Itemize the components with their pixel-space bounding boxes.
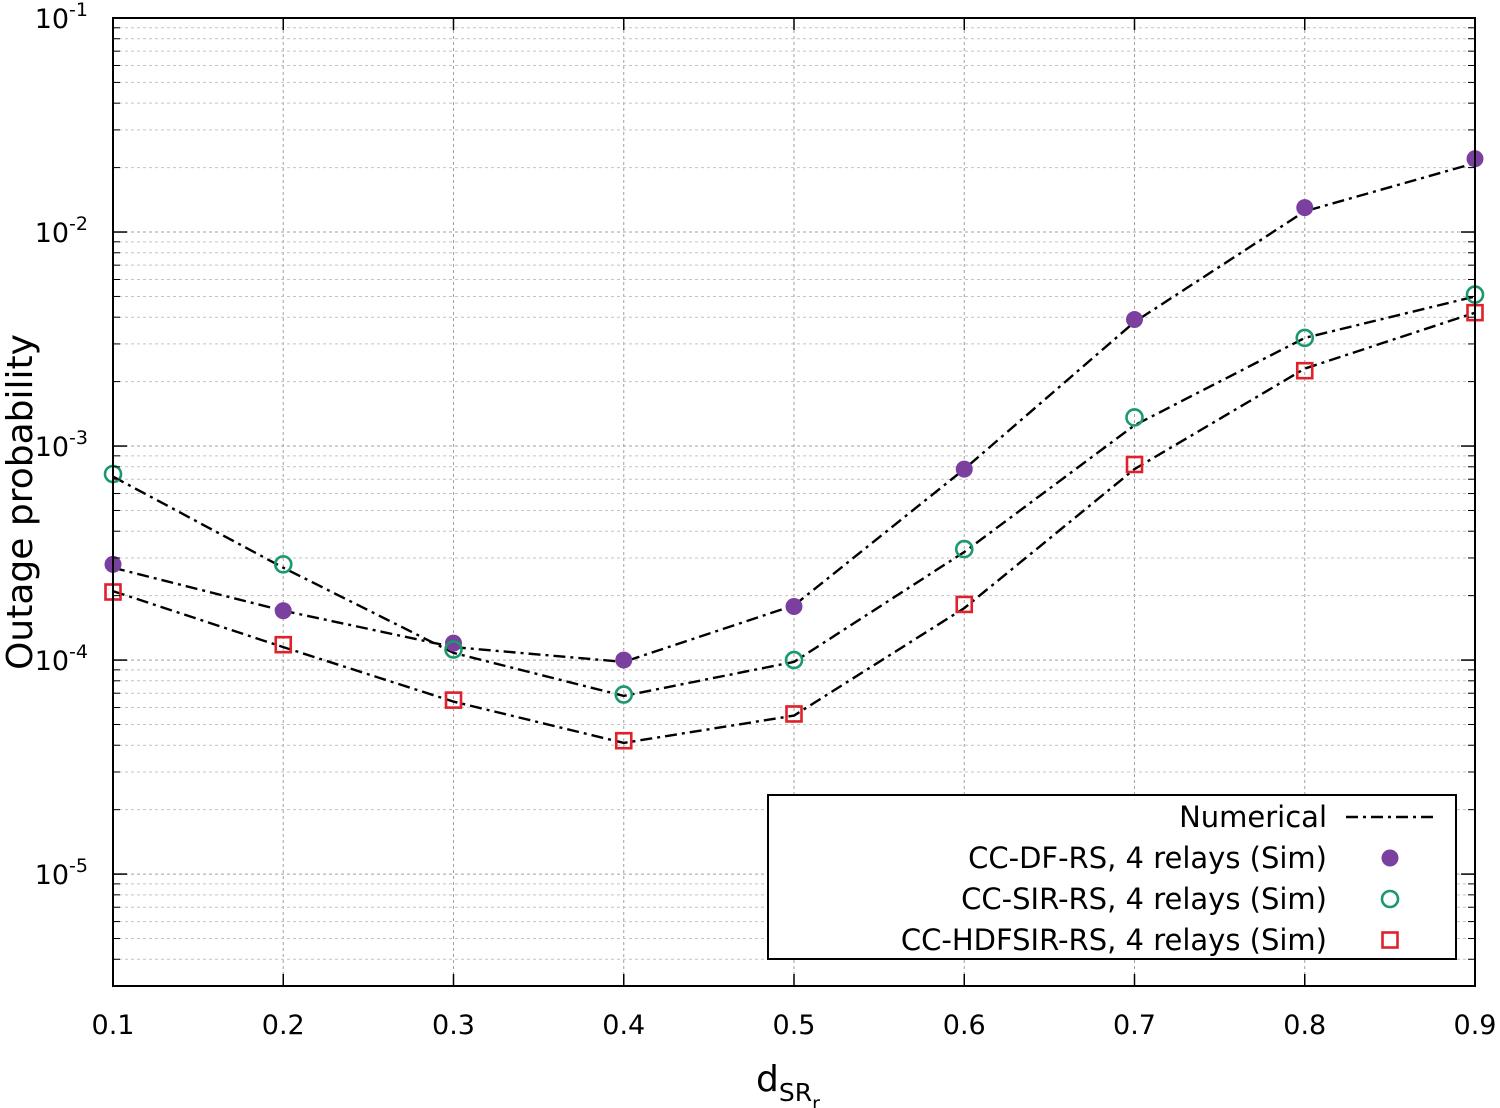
simulation-markers xyxy=(103,150,1485,750)
marker-series-1-point-7 xyxy=(1126,311,1143,329)
marker-series-2-point-2 xyxy=(273,555,293,574)
marker-series-3-point-2 xyxy=(274,635,293,654)
y-tick-label-exponent: -2 xyxy=(69,213,88,235)
marker-series-3-point-4 xyxy=(614,731,633,750)
y-tick-label-exponent: -5 xyxy=(69,855,88,877)
y-tick-label--1: 10-1 xyxy=(35,0,88,35)
marker-series-3-point-3 xyxy=(444,691,463,709)
legend-label-4: CC-HDFSIR-RS, 4 relays (Sim) xyxy=(901,923,1327,957)
y-tick-label-base: 10 xyxy=(35,646,69,677)
x-tick-label-0.3: 0.3 xyxy=(432,1010,475,1041)
numerical-curve-2 xyxy=(112,295,1476,698)
numerical-curves xyxy=(112,161,1476,745)
marker-series-1-point-3 xyxy=(445,634,462,652)
legend-label-3: CC-SIR-RS, 4 relays (Sim) xyxy=(961,882,1327,916)
marker-series-2-point-3 xyxy=(444,640,463,659)
y-tick-label--2: 10-2 xyxy=(35,213,88,249)
x-axis-title: dSRr xyxy=(756,1059,820,1108)
y-tick-label-base: 10 xyxy=(35,432,69,463)
y-tick-label-exponent: -4 xyxy=(69,641,88,663)
legend-sample-marker-3 xyxy=(1380,889,1400,909)
x-axis-title-sub: SR xyxy=(779,1078,812,1107)
marker-series-3-point-7 xyxy=(1125,455,1144,474)
x-tick-label-0.8: 0.8 xyxy=(1283,1010,1326,1041)
x-tick-label-0.5: 0.5 xyxy=(773,1010,816,1041)
x-tick-label-0.2: 0.2 xyxy=(262,1010,305,1041)
marker-series-2-point-4 xyxy=(614,685,634,704)
y-tick-label-exponent: -3 xyxy=(69,427,88,449)
y-tick-label--5: 10-5 xyxy=(35,855,88,891)
y-tick-label-base: 10 xyxy=(35,4,69,35)
numerical-curve-3 xyxy=(112,311,1476,745)
y-tick-label--4: 10-4 xyxy=(35,641,88,677)
marker-series-1-point-4 xyxy=(615,651,633,669)
marker-series-2-point-5 xyxy=(784,650,804,670)
y-tick-label--3: 10-3 xyxy=(35,427,88,463)
x-tick-label-0.1: 0.1 xyxy=(92,1010,135,1041)
axis-ticks: 0.1 0.2 0.3 0.4 0.5 0.6 0.7 0.8 0.910-110-210-31… xyxy=(35,0,1497,1041)
marker-series-2-point-8 xyxy=(1295,328,1315,348)
marker-series-2-point-7 xyxy=(1125,408,1144,427)
x-tick-label-0.6: 0.6 xyxy=(943,1010,986,1041)
legend-sample-marker-4 xyxy=(1381,931,1399,949)
legend: Numerical CC-DF-RS, 4 relays (Sim) CC-SIR-… xyxy=(767,794,1457,960)
marker-series-3-point-8 xyxy=(1295,361,1314,380)
marker-series-3-point-5 xyxy=(785,705,803,723)
legend-box xyxy=(767,794,1457,960)
numerical-curve-1 xyxy=(112,161,1476,664)
marker-series-1-point-6 xyxy=(955,460,973,478)
y-tick-label-base: 10 xyxy=(35,860,69,891)
y-tick-label-base: 10 xyxy=(35,218,69,249)
legend-label-1: Numerical xyxy=(1179,800,1327,834)
y-axis-title: Outage probability xyxy=(0,334,41,670)
x-tick-label-0.4: 0.4 xyxy=(602,1010,645,1041)
legend-sample-marker-2 xyxy=(1381,849,1399,867)
marker-series-1-point-2 xyxy=(274,602,292,620)
marker-series-1-point-5 xyxy=(785,597,803,615)
x-axis-title-main: d xyxy=(756,1059,779,1100)
x-tick-label-0.9: 0.9 xyxy=(1454,1010,1497,1041)
marker-series-2-point-6 xyxy=(954,539,974,559)
x-tick-label-0.7: 0.7 xyxy=(1113,1010,1156,1041)
marker-series-3-point-6 xyxy=(955,595,974,614)
x-axis-title-subsub: r xyxy=(812,1093,820,1108)
y-tick-label-exponent: -1 xyxy=(69,0,88,21)
marker-series-1-point-8 xyxy=(1296,199,1314,217)
legend-label-2: CC-DF-RS, 4 relays (Sim) xyxy=(968,841,1327,875)
